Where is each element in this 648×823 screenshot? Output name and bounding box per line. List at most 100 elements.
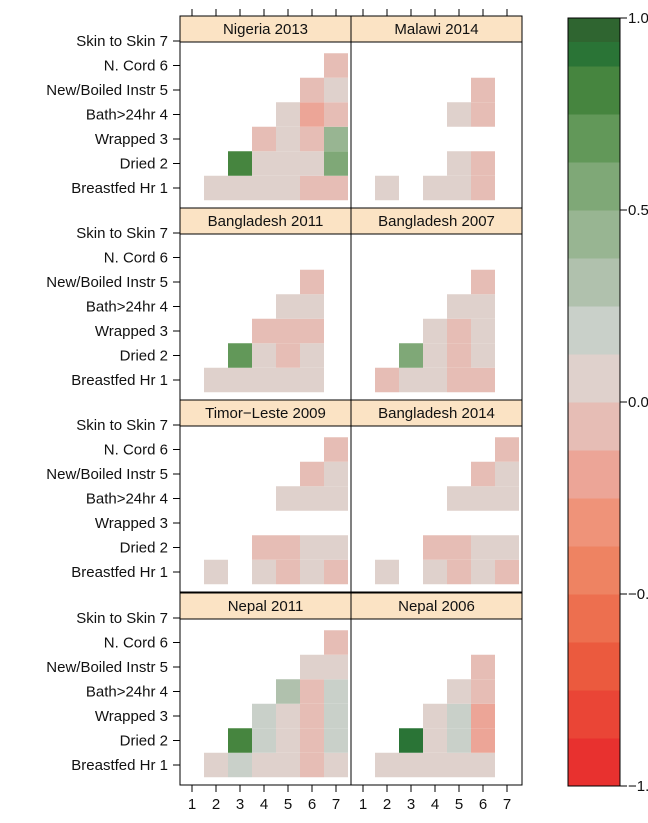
axes-layer: Breastfed Hr 1 Dried 2 Wrapped 3 Bath>24hr …: [46, 9, 511, 813]
colorbar-bin: [568, 114, 620, 163]
heatmap-cell: [300, 343, 324, 368]
heatmap-cell: [447, 175, 471, 201]
y-tick-label: Breastfed Hr 1: [71, 757, 168, 774]
heatmap-cell: [252, 752, 276, 778]
heatmap-cell: [324, 486, 348, 511]
heatmap-cell: [300, 728, 324, 753]
heatmap-cell: [423, 703, 447, 729]
heatmap-cell: [300, 77, 324, 103]
heatmap-cell: [252, 175, 276, 201]
x-tick-label: 7: [503, 796, 511, 813]
y-tick-label: Breastfed Hr 1: [71, 564, 168, 581]
heatmap-cell: [423, 343, 447, 368]
heatmap-cell: [423, 318, 447, 344]
panel-title: Bangladesh 2007: [378, 213, 495, 230]
colorbar-bin: [568, 546, 620, 595]
panel-title: Bangladesh 2014: [378, 405, 495, 422]
colorbar-bin: [568, 306, 620, 355]
colorbar-cap: [568, 18, 620, 42]
heatmap-cell: [471, 703, 495, 729]
panel-strip: [179, 15, 352, 43]
heatmap-cell: [324, 102, 348, 127]
colorbar-bin: [568, 162, 620, 211]
heatmap-cell: [324, 559, 348, 585]
heatmap-cell: [228, 175, 252, 201]
panel-strip: [350, 207, 523, 235]
heatmap-cell: [471, 318, 495, 344]
heatmap-cell: [324, 752, 348, 778]
heatmap-cell: [324, 728, 348, 753]
heatmap-cell: [423, 367, 447, 393]
heatmap-cell: [471, 151, 495, 176]
heatmap-cell: [447, 343, 471, 368]
heatmap-cell: [423, 559, 447, 585]
heatmap-cell: [276, 728, 300, 753]
heatmap-cell: [252, 535, 276, 560]
colorbar-bin: [568, 690, 620, 739]
colorbar-bin: [568, 402, 620, 451]
colorbar-bin: [568, 258, 620, 307]
x-tick-label: 6: [479, 796, 487, 813]
colorbar-tick-label: −0.5: [628, 586, 648, 603]
heatmap-cell: [276, 367, 300, 393]
y-tick-label: Bath>24hr 4: [86, 299, 168, 316]
panel-title: Nigeria 2013: [223, 21, 308, 38]
heatmap-cell: [252, 367, 276, 393]
heatmap-cell: [324, 703, 348, 729]
heatmap-cell: [399, 367, 423, 393]
heatmap-cell: [252, 343, 276, 368]
y-tick-label: Breastfed Hr 1: [71, 180, 168, 197]
panel-strip: [350, 399, 523, 427]
heatmap-cell: [471, 679, 495, 704]
colorbar-tick-label: −1.0: [628, 778, 648, 795]
y-tick-label: New/Boiled Instr 5: [46, 466, 168, 483]
heatmap-cell: [447, 367, 471, 393]
panel-title: Nepal 2011: [228, 598, 304, 615]
heatmap-cell: [495, 559, 519, 585]
heatmap-cell: [204, 559, 228, 585]
heatmap-cell: [300, 269, 324, 295]
colorbar-tick-label: 0.0: [628, 394, 648, 411]
heatmap-cell: [324, 630, 348, 655]
heatmap-cell: [300, 151, 324, 176]
heatmap-cell: [300, 367, 324, 393]
heatmap-cell: [324, 53, 348, 78]
colorbar-bin: [568, 354, 620, 403]
heatmap-cell: [300, 559, 324, 585]
y-tick-label: N. Cord 6: [104, 635, 168, 652]
heatmap-cell: [252, 318, 276, 344]
heatmap-cell: [300, 294, 324, 319]
y-tick-label: Wrapped 3: [95, 131, 168, 148]
colorbar-bin: [568, 498, 620, 547]
heatmap-cell: [276, 151, 300, 176]
x-tick-label: 2: [212, 796, 220, 813]
y-tick-label: N. Cord 6: [104, 250, 168, 267]
heatmap-cell: [276, 175, 300, 201]
heatmap-cell: [375, 559, 399, 585]
heatmap-cell: [252, 126, 276, 152]
heatmap-cell: [300, 461, 324, 487]
heatmap-cell: [300, 318, 324, 344]
heatmap-cell: [447, 102, 471, 127]
heatmap-cell: [300, 703, 324, 729]
heatmap-cell: [204, 367, 228, 393]
heatmap-cell: [204, 175, 228, 201]
heatmap-cell: [228, 367, 252, 393]
x-tick-label: 1: [188, 796, 196, 813]
heatmap-cell: [252, 728, 276, 753]
heatmap-cell: [300, 102, 324, 127]
panel-title: Bangladesh 2011: [208, 213, 324, 230]
heatmap-cell: [276, 126, 300, 152]
panel-strip: [179, 592, 352, 620]
colorbar-bin: [568, 66, 620, 115]
heatmap-cell: [324, 77, 348, 103]
heatmap-cell: [375, 175, 399, 201]
heatmap-cell: [324, 437, 348, 462]
colorbar-bin: [568, 594, 620, 643]
heatmap-cells-layer: [204, 53, 519, 778]
heatmap-cell: [324, 461, 348, 487]
heatmap-cell: [228, 343, 252, 368]
heatmap-cell: [447, 486, 471, 511]
y-tick-label: New/Boiled Instr 5: [46, 82, 168, 99]
panel-strip: [350, 592, 523, 620]
